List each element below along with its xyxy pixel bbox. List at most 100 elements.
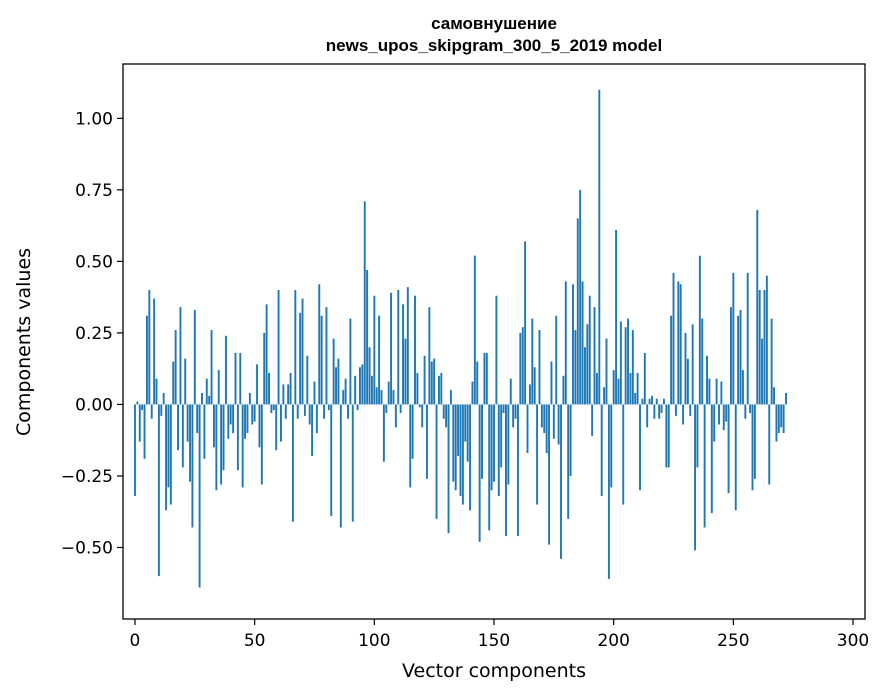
bar: [694, 404, 697, 551]
bar: [239, 352, 242, 405]
bar: [332, 338, 335, 405]
bar: [646, 404, 649, 428]
bar: [782, 404, 785, 434]
bar: [327, 404, 330, 411]
bar: [143, 404, 146, 459]
bar: [272, 404, 275, 411]
bar: [593, 307, 596, 405]
bar: [134, 404, 136, 496]
bar: [323, 404, 326, 419]
bar: [138, 404, 141, 442]
bar: [186, 404, 189, 442]
y-axis-ticks: −0.50 −0.25 0.00 0.25 0.50 0.75 1.00: [61, 109, 123, 558]
bar: [275, 404, 278, 451]
bar: [548, 404, 550, 545]
bar: [258, 404, 261, 448]
x-tick-label: 250: [717, 631, 749, 651]
bar: [550, 361, 553, 405]
bar: [160, 404, 163, 416]
bar: [581, 281, 584, 405]
bar: [569, 404, 572, 476]
bar: [737, 315, 740, 405]
bar: [301, 298, 304, 405]
bar: [442, 404, 445, 419]
bar: [347, 404, 349, 419]
bar: [406, 287, 409, 405]
bar: [466, 404, 469, 462]
bar: [359, 367, 361, 405]
bar: [201, 392, 203, 405]
bar: [691, 324, 694, 405]
bar: [280, 404, 282, 442]
bar: [588, 295, 591, 405]
bar: [686, 358, 689, 405]
bar: [560, 404, 562, 559]
bar: [308, 404, 311, 425]
bar: [356, 404, 359, 411]
bar: [488, 404, 491, 531]
bar: [306, 355, 309, 405]
bar: [469, 404, 472, 511]
bar: [189, 404, 191, 482]
bar: [342, 390, 345, 405]
bar: [454, 404, 457, 491]
bar: [763, 290, 766, 405]
bar: [481, 404, 483, 479]
bar: [253, 404, 256, 422]
bar: [373, 295, 376, 405]
bar: [715, 378, 718, 405]
bar: [181, 404, 184, 468]
bar: [773, 387, 775, 405]
bar: [552, 404, 555, 439]
bar: [234, 352, 237, 405]
bar: [177, 404, 179, 451]
bar: [595, 372, 598, 405]
bar: [409, 404, 412, 488]
bar: [363, 201, 366, 405]
bar: [244, 404, 247, 439]
bar: [423, 355, 426, 405]
y-axis-label: Components values: [13, 248, 35, 436]
bar: [684, 332, 687, 405]
bar: [557, 404, 560, 445]
bar: [440, 372, 443, 405]
bar: [540, 404, 543, 428]
bar: [471, 381, 474, 405]
bar: [368, 347, 371, 405]
bar: [263, 332, 266, 405]
bar: [507, 404, 510, 485]
bar: [753, 404, 756, 479]
bar: [339, 404, 342, 528]
bar: [179, 307, 182, 405]
bar: [536, 404, 539, 505]
bar: [203, 404, 206, 459]
bar: [751, 404, 754, 491]
bar: [519, 332, 522, 405]
bar: [538, 330, 541, 405]
bar: [524, 241, 527, 405]
bar: [256, 364, 258, 405]
bar: [526, 404, 529, 454]
x-tick-label: 0: [130, 631, 141, 651]
bar: [679, 284, 682, 405]
bar: [141, 404, 144, 411]
bar: [777, 404, 780, 434]
bar: [600, 404, 603, 496]
bar: [426, 404, 428, 479]
bar: [294, 290, 297, 405]
bar: [344, 378, 347, 405]
y-tick-label: 0.50: [75, 252, 113, 272]
bar: [617, 378, 620, 405]
bar: [720, 381, 723, 405]
bar: [361, 364, 364, 405]
bar: [452, 404, 455, 482]
bar: [397, 290, 400, 405]
bar: [701, 318, 704, 405]
bar: [785, 392, 787, 405]
bar: [157, 404, 160, 577]
bar: [670, 315, 673, 405]
bar: [251, 404, 254, 425]
bar: [414, 295, 416, 405]
bar: [289, 372, 292, 405]
